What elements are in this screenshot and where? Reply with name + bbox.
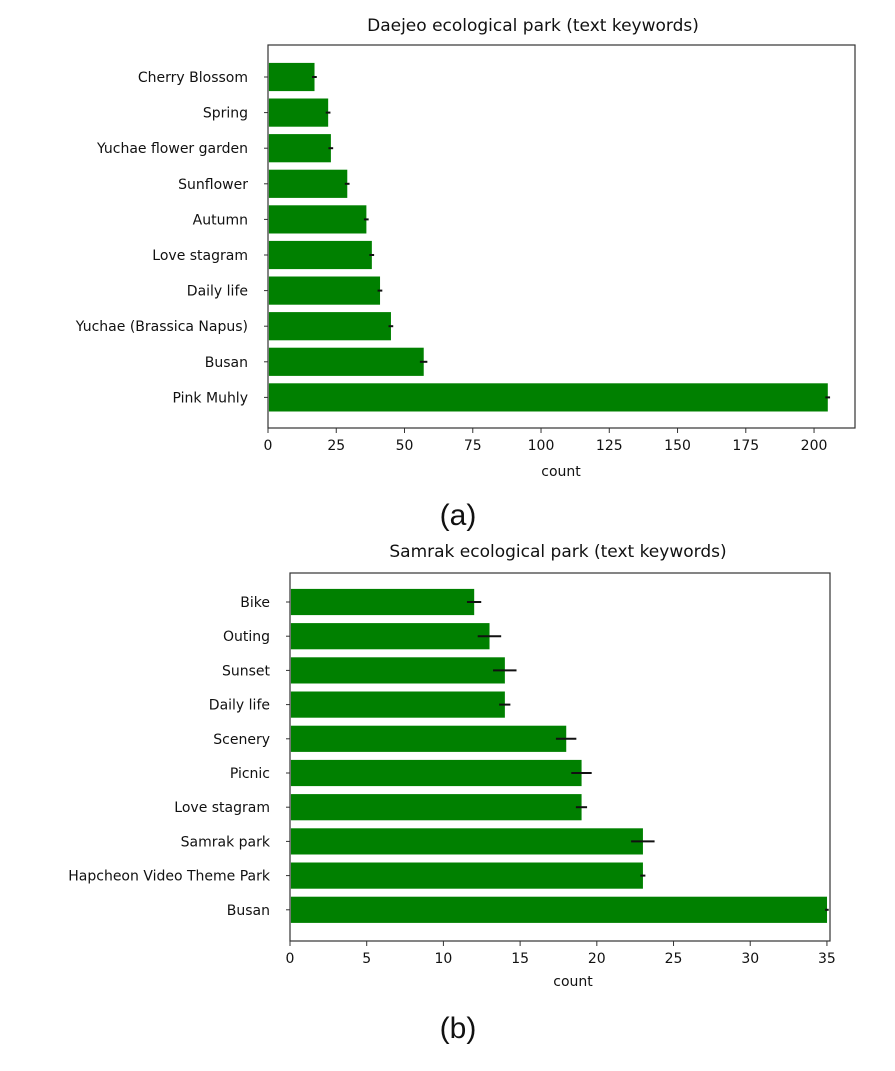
chart-b: Samrak ecological park (text keywords) B… (68, 542, 836, 1045)
x-tick-label-4: 75 (464, 438, 482, 454)
chart-b-x-axis-label: count (553, 974, 593, 990)
bar-6 (268, 240, 373, 270)
chart-a: Daejeo ecological park (text keywords) C… (75, 16, 856, 532)
bar-3 (290, 656, 506, 685)
x-tick-label-6: 25 (665, 951, 683, 967)
chart-b-title: Samrak ecological park (text keywords) (389, 542, 726, 562)
y-tick-label-2: Spring (203, 106, 248, 122)
y-tick-label-2: Outing (223, 629, 270, 645)
y-tick-label-8: Yuchae (Brassica Napus) (75, 319, 248, 335)
x-tick-label-1: 0 (264, 438, 273, 454)
bar-9 (290, 861, 644, 890)
x-tick-label-2: 25 (327, 438, 345, 454)
x-tick-label-7: 150 (664, 438, 691, 454)
bar-8 (290, 827, 644, 856)
chart-a-x-axis: 0 25 50 75 100 125 150 175 200 (264, 428, 828, 454)
bar-5 (268, 204, 368, 235)
chart-b-y-axis: Bike Outing Sunset Daily life Scenery Picnic L… (68, 595, 290, 919)
y-tick-label-5: Autumn (193, 212, 248, 228)
y-tick-label-5: Scenery (213, 732, 270, 748)
y-tick-label-7: Daily life (187, 284, 248, 300)
bar-6 (290, 759, 583, 787)
chart-a-plot-frame (267, 44, 856, 429)
x-tick-label-1: 0 (286, 951, 295, 967)
bar-8 (268, 311, 392, 342)
x-tick-label-2: 5 (362, 951, 371, 967)
x-tick-label-5: 20 (588, 951, 606, 967)
y-tick-label-1: Bike (240, 595, 270, 611)
x-tick-label-4: 15 (511, 951, 529, 967)
bar-2 (290, 622, 491, 651)
chart-b-plot-frame (289, 572, 831, 942)
x-tick-label-9: 200 (801, 438, 828, 454)
chart-a-bars (268, 62, 829, 413)
x-tick-label-3: 10 (434, 951, 452, 967)
chart-b-error-bars (466, 601, 829, 911)
chart-a-title: Daejeo ecological park (text keywords) (367, 16, 699, 36)
y-tick-label-4: Sunflower (178, 177, 248, 193)
bar-4 (268, 168, 349, 199)
x-tick-label-8: 175 (732, 438, 759, 454)
chart-a-x-axis-label: count (541, 464, 581, 480)
chart-b-x-axis: 0 5 10 15 20 25 30 35 (286, 941, 836, 967)
x-tick-label-3: 50 (396, 438, 414, 454)
bar-10 (290, 895, 828, 924)
caption-a: (a) (440, 499, 477, 532)
y-tick-label-3: Yuchae flower garden (96, 141, 248, 157)
bar-9 (268, 346, 425, 377)
x-tick-label-6: 125 (596, 438, 623, 454)
bar-5 (290, 724, 568, 753)
x-tick-label-7: 30 (741, 951, 759, 967)
chart-a-y-axis: Cherry Blossom Spring Yuchae flower garden… (75, 70, 268, 406)
y-tick-label-10: Busan (227, 903, 270, 919)
y-tick-label-9: Hapcheon Video Theme Park (68, 869, 271, 885)
y-tick-label-9: Busan (205, 355, 248, 371)
y-tick-label-6: Love stagram (152, 248, 248, 264)
bar-7 (290, 793, 583, 822)
bar-1 (290, 588, 475, 616)
y-tick-label-7: Love stagram (174, 800, 270, 816)
bar-1 (268, 62, 316, 92)
y-tick-label-8: Samrak park (181, 834, 271, 850)
bar-4 (290, 690, 506, 719)
bar-7 (268, 275, 381, 306)
y-tick-label-1: Cherry Blossom (138, 70, 248, 86)
chart-a-error-bars (312, 76, 831, 399)
bar-2 (268, 97, 329, 128)
x-tick-label-5: 100 (528, 438, 555, 454)
bar-10 (268, 382, 829, 413)
chart-b-bars (290, 588, 828, 924)
bar-3 (268, 133, 332, 164)
y-tick-label-10: Pink Muhly (173, 390, 248, 406)
y-tick-label-3: Sunset (222, 663, 271, 679)
y-tick-label-4: Daily life (209, 698, 270, 714)
x-tick-label-8: 35 (818, 951, 836, 967)
y-tick-label-6: Picnic (230, 766, 270, 782)
caption-b: (b) (440, 1012, 477, 1045)
